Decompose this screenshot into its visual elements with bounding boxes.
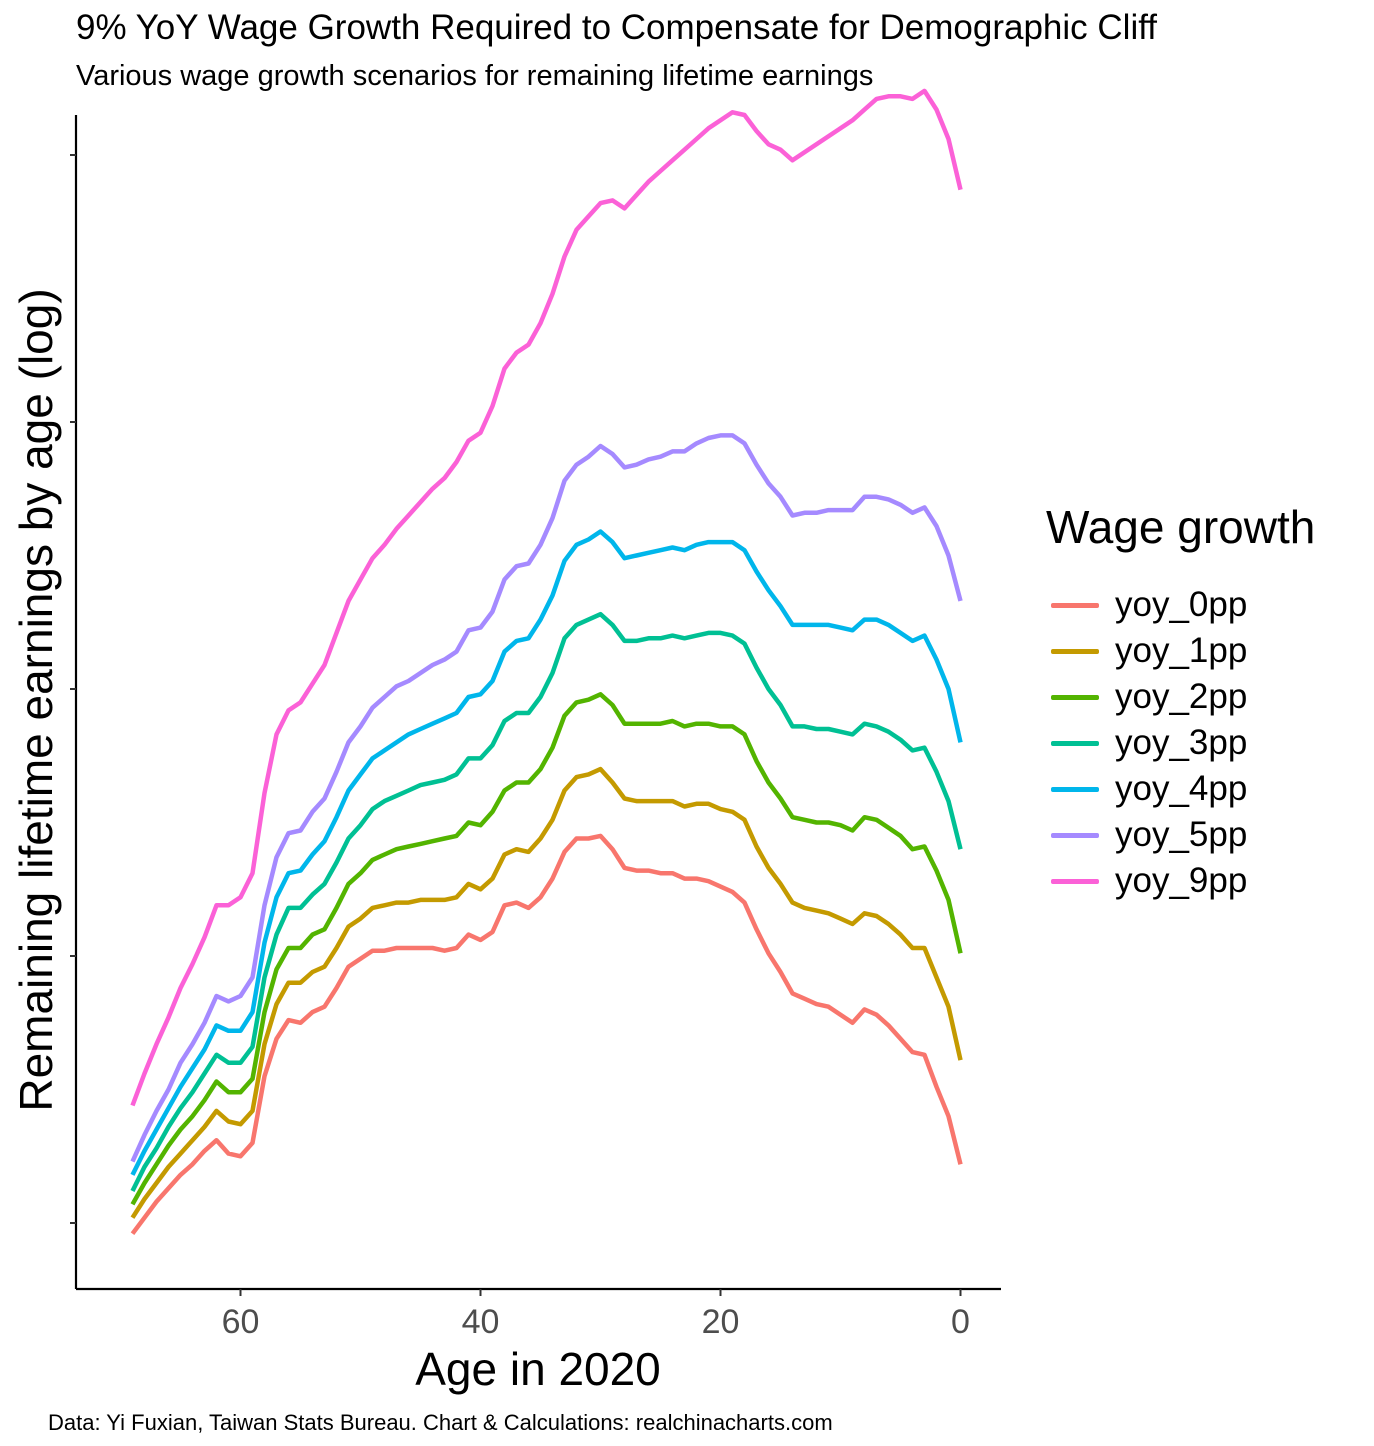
series-line-yoy_3pp [130, 611, 963, 1193]
x-tick-label: 20 [702, 1303, 740, 1341]
legend-item-yoy_3pp: yoy_3pp [1046, 720, 1315, 766]
x-tick-label: 60 [222, 1303, 260, 1341]
chart-subtitle: Various wage growth scenarios for remain… [76, 60, 874, 92]
series-line-yoy_4pp [130, 529, 963, 1176]
legend-label: yoy_3pp [1115, 723, 1248, 762]
x-tick-label: 0 [951, 1303, 970, 1341]
legend-label: yoy_5pp [1115, 815, 1248, 854]
legend-item-yoy_5pp: yoy_5pp [1046, 812, 1315, 858]
legend-items: yoy_0pp yoy_1pp yoy_2pp yoy_3pp yoy_4pp yoy_5… [1046, 582, 1315, 904]
legend-label: yoy_4pp [1115, 769, 1248, 808]
series-line-yoy_1pp [130, 766, 963, 1219]
legend-label: yoy_1pp [1115, 631, 1248, 670]
legend-key [1051, 602, 1099, 608]
legend-label: yoy_9pp [1115, 861, 1248, 900]
series-line-yoy_2pp [130, 692, 963, 1206]
series-line-yoy_5pp [130, 433, 963, 1163]
legend-item-yoy_4pp: yoy_4pp [1046, 766, 1315, 812]
legend-item-yoy_0pp: yoy_0pp [1046, 582, 1315, 628]
chart-title: 9% YoY Wage Growth Required to Compensat… [76, 8, 1158, 47]
x-tick-label: 40 [462, 1303, 500, 1341]
x-axis-label: Age in 2020 [415, 1343, 661, 1395]
legend-key [1051, 832, 1099, 838]
legend-label: yoy_0pp [1115, 585, 1248, 624]
source-caption: Data: Yi Fuxian, Taiwan Stats Bureau. Ch… [48, 1410, 833, 1435]
legend-key [1051, 786, 1099, 792]
series-line-yoy_0pp [130, 833, 963, 1236]
legend-item-yoy_1pp: yoy_1pp [1046, 628, 1315, 674]
legend-item-yoy_2pp: yoy_2pp [1046, 674, 1315, 720]
axes: 60 40 20 0 [70, 115, 1001, 1341]
legend-key [1051, 694, 1099, 700]
y-axis-label: Remaining lifetime earnings by age (log) [10, 288, 62, 1112]
series-line-yoy_9pp [130, 88, 963, 1107]
legend-key [1051, 648, 1099, 654]
legend-key [1051, 878, 1099, 884]
legend-label: yoy_2pp [1115, 677, 1248, 716]
legend-item-yoy_9pp: yoy_9pp [1046, 858, 1315, 904]
legend-title: Wage growth [1046, 501, 1316, 553]
legend: Wage growth yoy_0pp yoy_1pp yoy_2pp yoy_3pp… [1046, 500, 1315, 904]
legend-key [1051, 740, 1099, 746]
series-lines [130, 88, 963, 1236]
